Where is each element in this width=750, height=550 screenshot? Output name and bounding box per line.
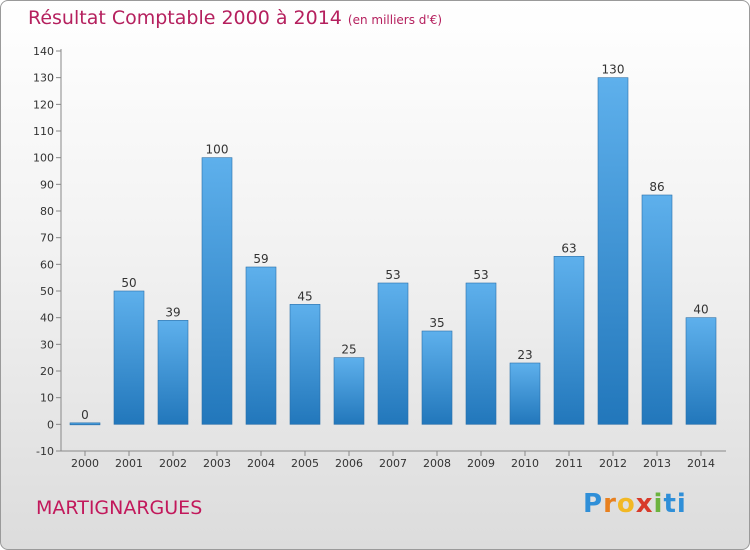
chart-axes: -10 0 10 20 30 40 50 60 70 80 90 100 110 120 130 140 200… — [33, 45, 726, 470]
x-tick-label: 2008 — [423, 457, 451, 470]
y-tick-label: 130 — [33, 72, 54, 85]
y-tick-label: 0 — [47, 418, 54, 431]
x-tick-label: 2001 — [115, 457, 143, 470]
data-label-2002: 39 — [165, 305, 180, 319]
y-tick-label: 100 — [33, 152, 54, 165]
y-tick-label: 60 — [40, 258, 54, 271]
data-label-2014: 40 — [693, 303, 708, 317]
data-label-2010: 23 — [517, 348, 532, 362]
data-label-2003: 100 — [206, 143, 229, 157]
y-tick-label: -10 — [36, 445, 54, 458]
data-label-2009: 53 — [473, 268, 488, 282]
bar-2005 — [289, 304, 321, 425]
bar-2009 — [465, 282, 497, 425]
x-tick-label: 2005 — [291, 457, 319, 470]
x-tick-label: 2011 — [555, 457, 583, 470]
bar-2002 — [157, 320, 189, 425]
x-tick-label: 2009 — [467, 457, 495, 470]
proxiti-logo[interactable]: Proxiti — [583, 489, 687, 519]
data-label-2008: 35 — [429, 316, 444, 330]
x-tick-label: 2004 — [247, 457, 275, 470]
y-tick-label: 40 — [40, 312, 54, 325]
x-tick-label: 2014 — [687, 457, 715, 470]
x-tick-label: 2013 — [643, 457, 671, 470]
data-label-2001: 50 — [121, 276, 136, 290]
data-label-2004: 59 — [253, 252, 268, 266]
commune-name: MARTIGNARGUES — [36, 497, 203, 519]
data-label-2005: 45 — [297, 289, 312, 303]
y-tick-label: 30 — [40, 338, 54, 351]
bar-2008 — [421, 330, 453, 425]
y-tick-label: 70 — [40, 232, 54, 245]
x-tick-label: 2000 — [71, 457, 99, 470]
y-tick-label: 110 — [33, 125, 54, 138]
bar-2014 — [685, 317, 717, 425]
bar-chart: -10 0 10 20 30 40 50 60 70 80 90 100 110 120 130 140 200… — [33, 45, 726, 470]
y-tick-label: 120 — [33, 98, 54, 111]
chart-title: Résultat Comptable 2000 à 2014 (en millie… — [28, 7, 442, 29]
bar-2000 — [69, 422, 101, 426]
bar-2001 — [113, 290, 145, 425]
bar-2003 — [201, 157, 233, 425]
x-tick-label: 2012 — [599, 457, 627, 470]
bar-2011 — [553, 256, 585, 425]
data-label-2011: 63 — [561, 241, 576, 255]
y-tick-label: 50 — [40, 285, 54, 298]
y-tick-label: 140 — [33, 45, 54, 58]
bar-2010 — [509, 362, 541, 425]
y-tick-label: 20 — [40, 365, 54, 378]
x-tick-label: 2002 — [159, 457, 187, 470]
x-tick-label: 2007 — [379, 457, 407, 470]
x-tick-label: 2006 — [335, 457, 363, 470]
data-label-2006: 25 — [341, 343, 356, 357]
y-tick-label: 10 — [40, 392, 54, 405]
bar-2007 — [377, 282, 409, 425]
data-label-2013: 86 — [649, 180, 664, 194]
bar-2006 — [333, 357, 365, 425]
data-label-2007: 53 — [385, 268, 400, 282]
chart-subtitle: (en milliers d'€) — [347, 13, 443, 27]
data-label-2012: 130 — [602, 63, 625, 77]
chart-bars — [69, 77, 717, 426]
x-tick-label: 2010 — [511, 457, 539, 470]
chart-title-text: Résultat Comptable 2000 à 2014 — [28, 7, 342, 29]
x-tick-label: 2003 — [203, 457, 231, 470]
bar-2013 — [641, 194, 673, 425]
data-label-2000: 0 — [81, 408, 89, 422]
y-tick-label: 80 — [40, 205, 54, 218]
bar-2004 — [245, 266, 277, 425]
bar-2012 — [597, 77, 629, 425]
y-tick-label: 90 — [40, 178, 54, 191]
chart-data-labels: 0 50 39 100 59 45 25 53 35 53 23 63 130 86 40 — [81, 63, 708, 422]
